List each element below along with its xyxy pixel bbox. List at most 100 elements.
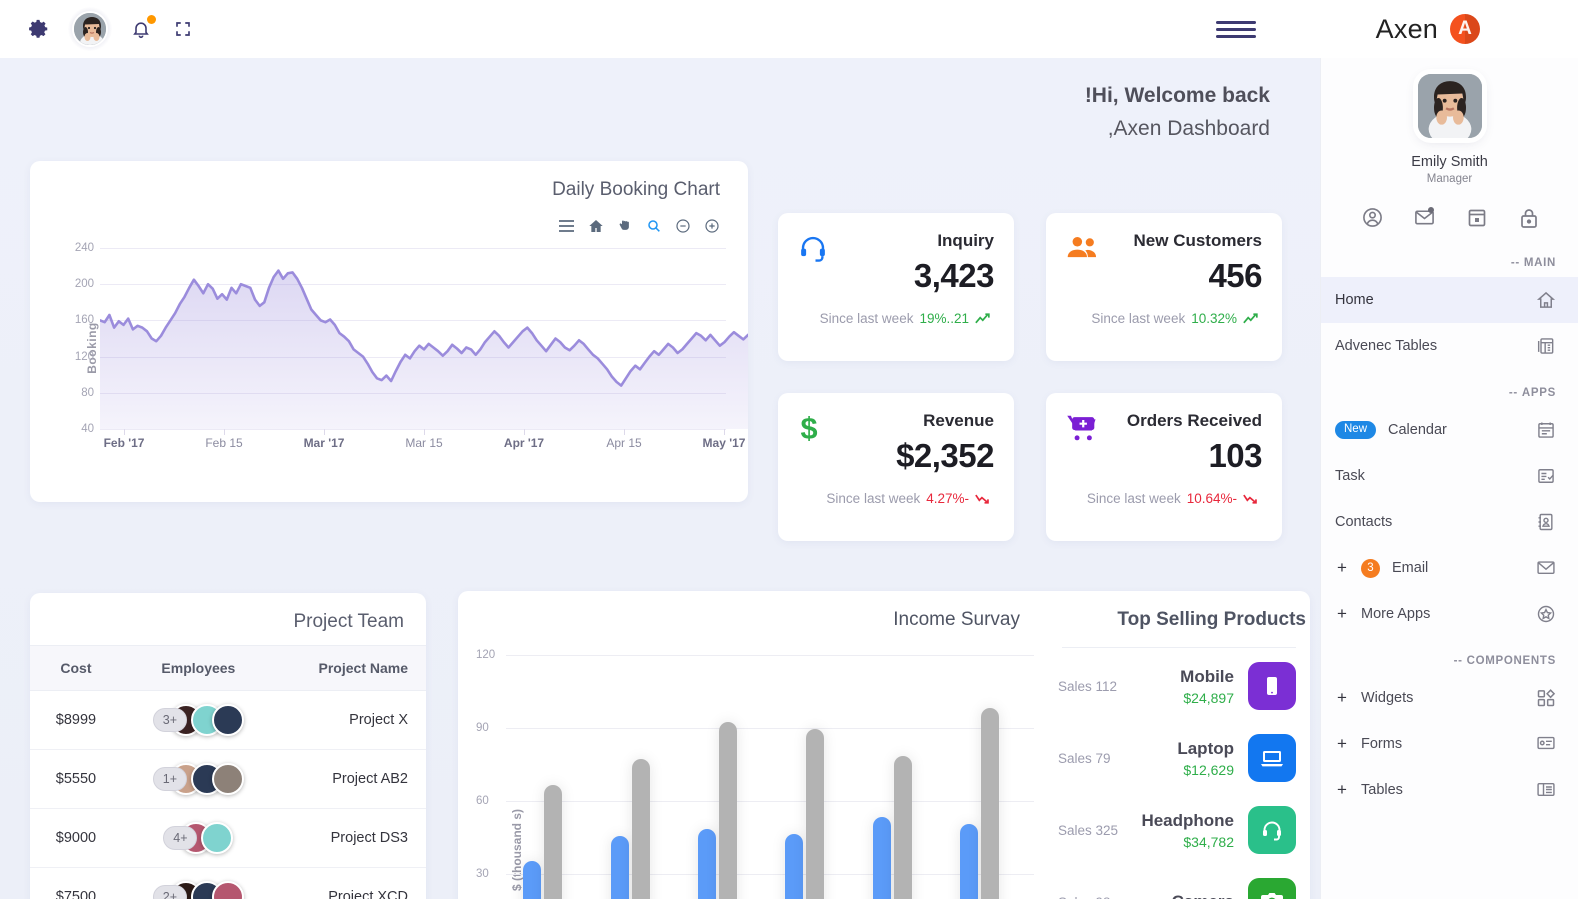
sidebar-item-forms[interactable]: Forms +: [1321, 721, 1578, 767]
stat-card-inquiry[interactable]: Inquiry 3,423 Since last week 19%..21: [778, 213, 1014, 361]
avatar[interactable]: [201, 822, 234, 854]
bar[interactable]: [806, 729, 825, 899]
x-axis-notch: [424, 429, 425, 435]
cell-project-name: Project AB2: [274, 749, 426, 809]
profile-name: Emily Smith: [1411, 154, 1488, 170]
avatar[interactable]: [211, 704, 244, 736]
expand-plus-icon[interactable]: +: [1337, 688, 1347, 707]
expand-plus-icon[interactable]: +: [1337, 604, 1347, 623]
bar[interactable]: [544, 785, 563, 899]
avatar-more-count[interactable]: 3+: [152, 708, 187, 732]
y-axis-tick: 80: [81, 386, 94, 399]
stat-card-orders-received[interactable]: Orders Received 103 Since last week 10.6…: [1046, 393, 1282, 541]
stat-card-new-customers[interactable]: New Customers 456 Since last week 10.32%: [1046, 213, 1282, 361]
project-team-table: Cost Employees Project Name $8999 3+ Project…: [30, 645, 426, 899]
stat-card-value: 3,423: [913, 257, 995, 294]
product-row[interactable]: Sales 98 Camera: [1048, 864, 1310, 899]
income-survey-title: Income Survay: [893, 609, 1020, 630]
stat-card-text: Revenue $2,352: [896, 411, 994, 475]
bar[interactable]: [719, 722, 738, 899]
zoom-select-icon[interactable]: [645, 217, 662, 234]
sidebar-item-advenec-tables[interactable]: Advenec Tables: [1321, 323, 1578, 369]
sidebar-item-more-apps[interactable]: More Apps +: [1321, 591, 1578, 637]
y-axis-tick: 60: [476, 795, 489, 807]
product-name: Laptop: [1177, 738, 1234, 758]
expand-plus-icon[interactable]: +: [1337, 734, 1347, 753]
stat-card-label: New Customers: [1133, 231, 1262, 250]
avatar[interactable]: [211, 763, 244, 795]
profile-avatar[interactable]: [1417, 74, 1482, 138]
table-row[interactable]: $8999 3+ Project X: [30, 690, 426, 750]
y-axis-tick: 40: [81, 423, 94, 435]
user-circle-icon[interactable]: [1361, 207, 1383, 229]
bar[interactable]: [981, 707, 1000, 899]
bar[interactable]: [893, 756, 912, 899]
sidebar-item-home[interactable]: Home: [1321, 277, 1578, 323]
zoom-out-icon[interactable]: [674, 217, 691, 234]
avatar-more-count[interactable]: 1+: [152, 767, 187, 791]
zoom-in-icon[interactable]: [703, 217, 720, 234]
avatar[interactable]: [68, 7, 112, 51]
stat-card-foot-prefix: Since last week: [1091, 311, 1186, 326]
stat-card-revenue[interactable]: $ Revenue $2,352 Since last week 4.27%-: [778, 393, 1014, 541]
bell-icon[interactable]: [128, 15, 156, 42]
bar[interactable]: [960, 824, 979, 899]
bar[interactable]: [872, 817, 891, 899]
gridline: [100, 284, 726, 286]
hamburger-icon[interactable]: [1215, 20, 1256, 38]
x-axis-notch: [524, 429, 525, 435]
y-axis-tick: 160: [74, 314, 94, 327]
gear-icon[interactable]: [26, 16, 52, 42]
stat-card-footer: Since last week 10.32%: [1066, 311, 1262, 326]
product-name: Headphone: [1141, 810, 1234, 830]
daily-booking-chart-title: Daily Booking Chart: [552, 179, 720, 200]
sidebar-item-widgets[interactable]: Widgets +: [1321, 675, 1578, 721]
bar[interactable]: [631, 758, 650, 899]
stat-card-label: Inquiry: [937, 231, 994, 250]
bar[interactable]: [698, 829, 717, 899]
pan-icon[interactable]: [616, 217, 633, 234]
bar-group: [610, 758, 650, 899]
sidebar-navigation: MAIN -- Home Advenec Tables APPS -- Calendar…: [1321, 239, 1578, 813]
table-row[interactable]: $9000 4+ Project DS3: [30, 808, 426, 868]
sidebar-item-calendar[interactable]: Calendar New: [1321, 407, 1578, 453]
bar[interactable]: [523, 860, 542, 899]
product-text: Headphone $34,782: [1141, 811, 1234, 850]
x-axis-tick: May '17: [702, 436, 746, 450]
expand-plus-icon[interactable]: +: [1337, 780, 1347, 799]
sidebar-item-new-badge: New: [1335, 420, 1377, 440]
lock-icon[interactable]: [1517, 207, 1539, 229]
income-survey-panel: Income Survay $ (thousand s) 30 60 90 120: [458, 591, 1048, 899]
x-axis-notch: [124, 429, 125, 435]
brand[interactable]: Axen A: [1376, 14, 1578, 45]
stat-card-header: New Customers 456: [1066, 231, 1263, 295]
sidebar-item-tables[interactable]: Tables +: [1321, 767, 1578, 813]
product-row[interactable]: Sales 79 Laptop $12,629: [1048, 720, 1310, 792]
sidebar-item-email[interactable]: Email 3 +: [1321, 545, 1578, 591]
expand-plus-icon[interactable]: +: [1337, 558, 1347, 577]
calendar-icon[interactable]: [1465, 207, 1487, 229]
bar[interactable]: [610, 836, 629, 899]
menu-icon[interactable]: [558, 217, 575, 234]
fullscreen-icon[interactable]: [170, 16, 196, 42]
table-row[interactable]: $5550 1+ Project AB2: [30, 749, 426, 809]
daily-booking-chart-card: Daily Booking Chart Booking 40 80 120 160 20…: [30, 161, 748, 502]
camera-icon: [1248, 878, 1296, 899]
avatar-more-count[interactable]: 4+: [163, 826, 198, 850]
sidebar-item-label: Forms: [1361, 736, 1403, 752]
sidebar-item-label: More Apps: [1361, 606, 1431, 622]
home-icon[interactable]: [587, 217, 604, 234]
product-row[interactable]: Sales 325 Headphone $34,782: [1048, 792, 1310, 864]
product-text: Camera: [1172, 892, 1234, 899]
product-row[interactable]: Sales 112 Mobile $24,897: [1048, 648, 1310, 720]
product-price: $12,629: [1183, 761, 1234, 778]
sidebar-item-contacts[interactable]: Contacts: [1321, 499, 1578, 545]
mail-icon[interactable]: [1413, 207, 1435, 229]
sidebar-item-task[interactable]: Task: [1321, 453, 1578, 499]
table-row[interactable]: $7500 2+ Project XCD: [30, 867, 426, 899]
stat-card-text: Inquiry 3,423: [913, 231, 995, 295]
sidebar-item-label: Calendar: [1388, 422, 1447, 438]
avatar-more-count[interactable]: 2+: [152, 885, 187, 899]
bar[interactable]: [785, 834, 804, 899]
y-axis-tick: 200: [74, 278, 94, 291]
